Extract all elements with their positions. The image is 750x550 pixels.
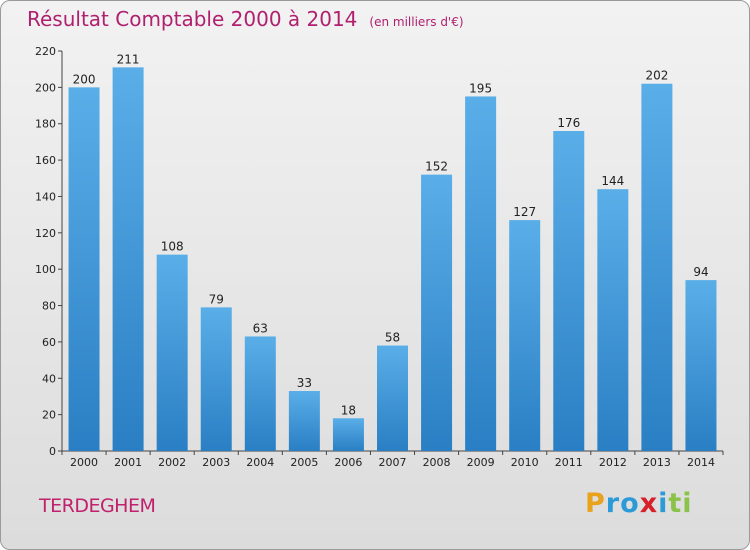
bar-2011: [553, 131, 585, 451]
x-tick-label: 2002: [158, 456, 186, 469]
bar-2002: [156, 254, 188, 451]
x-tick-label: 2009: [467, 456, 495, 469]
data-label-2012: 144: [601, 174, 624, 188]
chart-bars: [68, 67, 717, 452]
x-tick-label: 2000: [70, 456, 98, 469]
data-label-2003: 79: [209, 292, 224, 306]
y-tick-label: 80: [42, 300, 56, 313]
data-label-2007: 58: [385, 331, 400, 345]
bar-2008: [421, 174, 453, 452]
y-tick-label: 100: [35, 263, 56, 276]
y-tick-label: 140: [35, 190, 56, 203]
bar-2006: [332, 418, 364, 451]
data-label-2009: 195: [469, 81, 492, 95]
data-label-2008: 152: [425, 160, 448, 174]
chart-subtitle: (en milliers d'€): [369, 15, 464, 29]
x-tick-label: 2006: [334, 456, 362, 469]
x-tick-label: 2001: [114, 456, 142, 469]
data-label-2001: 211: [117, 52, 140, 66]
x-tick-label: 2003: [202, 456, 230, 469]
data-label-2011: 176: [557, 116, 580, 130]
bar-2012: [597, 189, 629, 451]
data-label-2006: 18: [341, 403, 356, 417]
data-label-2004: 63: [253, 321, 268, 335]
y-tick-label: 60: [42, 336, 56, 349]
x-tick-label: 2004: [246, 456, 274, 469]
data-label-2005: 33: [297, 376, 312, 390]
bar-2005: [288, 391, 320, 451]
logo-letter: i: [658, 488, 669, 519]
bar-2010: [509, 220, 541, 451]
bar-2000: [68, 87, 100, 451]
y-tick-label: 20: [42, 409, 56, 422]
x-tick-label: 2014: [687, 456, 715, 469]
data-label-2013: 202: [645, 69, 668, 83]
x-tick-label: 2007: [379, 456, 407, 469]
chart-title: Résultat Comptable 2000 à 2014 (en millie…: [27, 7, 464, 31]
logo-letter: i: [682, 488, 693, 519]
x-tick-label: 2010: [511, 456, 539, 469]
bar-2004: [244, 336, 276, 451]
data-label-2002: 108: [161, 240, 184, 254]
bar-2009: [465, 96, 497, 452]
logo-letter: o: [620, 488, 640, 519]
y-tick-label: 200: [35, 81, 56, 94]
y-tick-label: 120: [35, 227, 56, 240]
data-label-2000: 200: [73, 72, 96, 86]
bar-2001: [112, 67, 144, 451]
logo-letter: x: [639, 488, 659, 519]
x-tick-label: 2013: [643, 456, 671, 469]
y-tick-label: 40: [42, 372, 56, 385]
chart-labels: 2000 200 2001 211 2002 108 2003 79 2004 63 2005 33 2…: [70, 52, 715, 469]
x-tick-label: 2012: [599, 456, 627, 469]
bar-2003: [200, 307, 232, 451]
y-tick-label: 220: [35, 45, 56, 58]
x-tick-label: 2011: [555, 456, 583, 469]
x-tick-label: 2005: [290, 456, 318, 469]
bar-2007: [377, 345, 408, 451]
commune-name: TERDEGHEM: [39, 495, 156, 517]
x-tick-label: 2008: [423, 456, 451, 469]
y-tick-label: 160: [35, 154, 56, 167]
logo-letter: t: [668, 488, 683, 519]
logo-letter: P: [585, 488, 606, 519]
proxiti-logo: Proxiti: [585, 488, 693, 519]
y-tick-label: 180: [35, 118, 56, 131]
data-label-2010: 127: [513, 205, 536, 219]
logo-letter: r: [605, 488, 621, 519]
bar-2014: [685, 280, 717, 451]
data-label-2014: 94: [693, 265, 708, 279]
chart-title-text: Résultat Comptable 2000 à 2014: [27, 7, 358, 31]
y-tick-label: 0: [49, 445, 56, 458]
bar-2013: [641, 83, 673, 452]
